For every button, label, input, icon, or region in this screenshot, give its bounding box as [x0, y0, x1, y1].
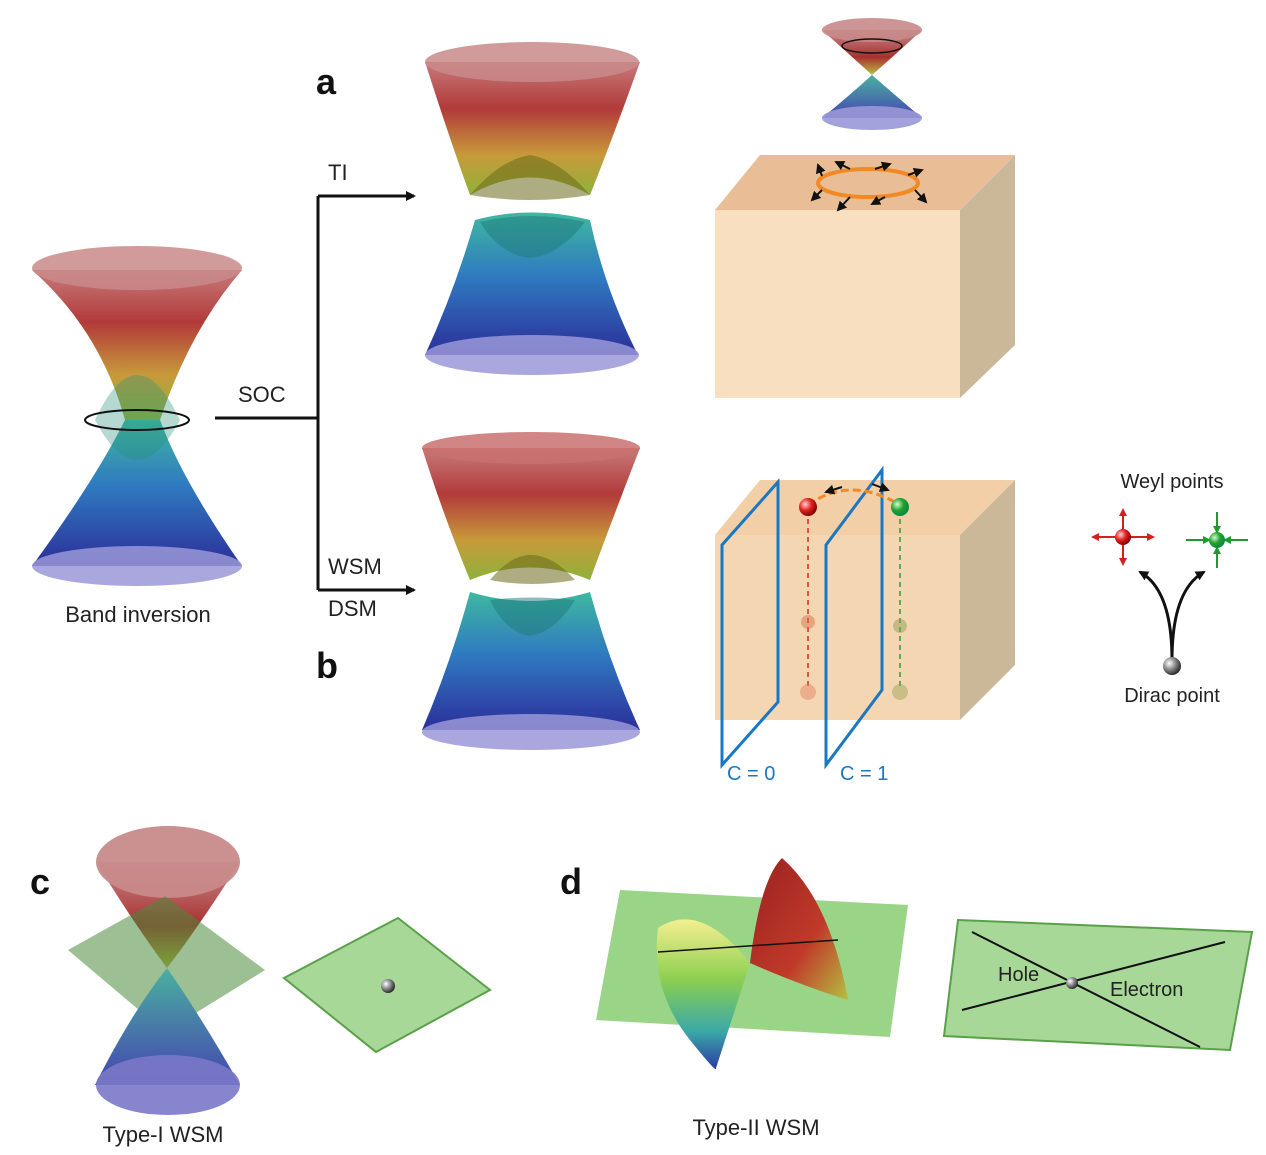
- ti-label: TI: [328, 160, 348, 185]
- panel-label-c: c: [30, 861, 50, 902]
- branch-lines: [215, 191, 416, 595]
- weyl-point-plus: [799, 498, 817, 516]
- band-inversion-cones: [32, 246, 242, 586]
- surface-state-ring: [816, 167, 920, 199]
- dirac-point-label: Dirac point: [1124, 685, 1220, 707]
- fermi-arc: [807, 488, 901, 507]
- type2-weyl-point: [1066, 977, 1078, 989]
- type2-cone: [596, 858, 908, 1070]
- type2-label: Type-II WSM: [692, 1115, 819, 1140]
- chern-plane-c0: [720, 478, 780, 769]
- panel-label-b: b: [316, 645, 338, 686]
- wsm-slab: [715, 465, 1015, 770]
- chern-plane-c1: [824, 465, 884, 770]
- weyl-point-minus: [891, 498, 909, 516]
- wsm-label: WSM: [328, 554, 382, 579]
- weyl-source-schematic: [1091, 508, 1155, 566]
- weyl-sink-schematic: [1186, 512, 1248, 568]
- hole-label: Hole: [998, 964, 1039, 986]
- wsm-bands: [422, 432, 640, 750]
- ti-slab: [715, 155, 1015, 398]
- type2-fermi-surface: [942, 918, 1254, 1052]
- dirac-split-arrows: [1138, 570, 1206, 675]
- spin-arrows: [810, 161, 928, 212]
- soc-label: SOC: [238, 382, 286, 407]
- ti-gapped-bands: [425, 42, 640, 375]
- dirac-point-ball: [1163, 657, 1181, 675]
- type1-energy-plane: [68, 896, 265, 1032]
- panel-label-a: a: [316, 61, 337, 102]
- band-inversion-label: Band inversion: [65, 602, 211, 627]
- type1-cone: [68, 826, 265, 1115]
- type1-label: Type-I WSM: [102, 1122, 223, 1147]
- projected-weyl-points: [800, 615, 908, 700]
- chern-c1-label: C = 1: [840, 763, 888, 785]
- type1-fermi-surface: [282, 916, 492, 1054]
- type1-weyl-point: [381, 979, 395, 993]
- panel-label-d: d: [560, 861, 582, 902]
- weyl-points-label: Weyl points: [1120, 471, 1223, 493]
- dsm-label: DSM: [328, 596, 377, 621]
- electron-label: Electron: [1110, 979, 1183, 1001]
- chern-c0-label: C = 0: [727, 763, 775, 785]
- surface-dirac-cone: [822, 18, 922, 130]
